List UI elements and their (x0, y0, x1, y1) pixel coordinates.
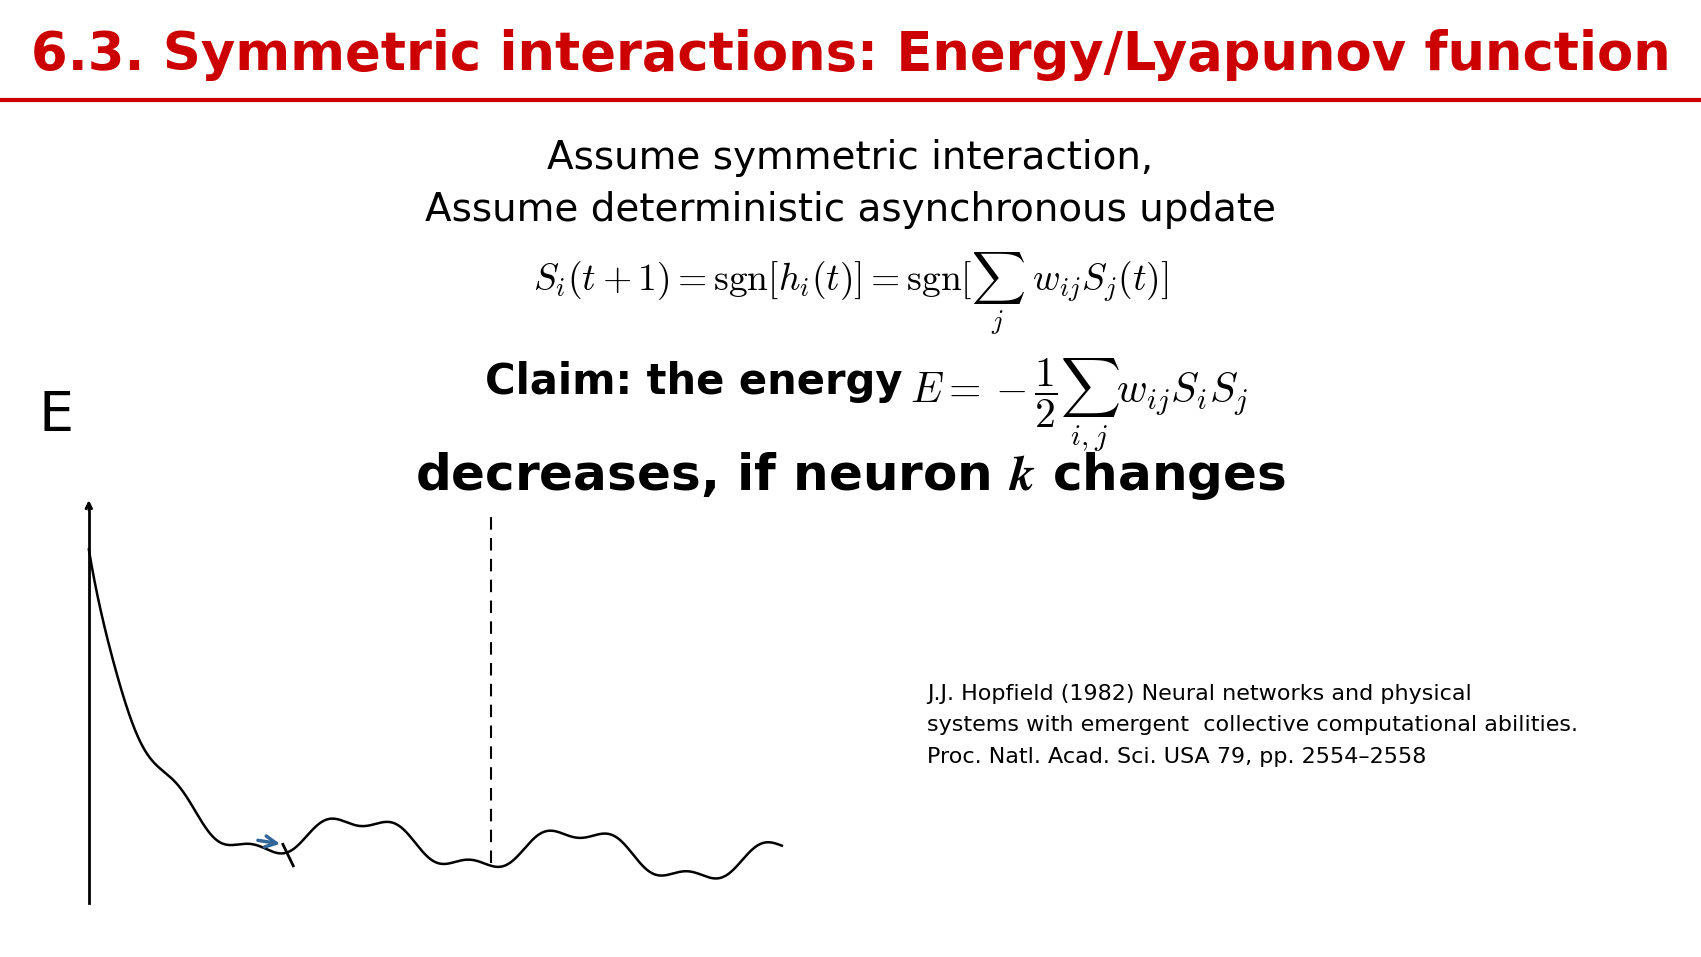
Text: J.J. Hopfield (1982) Neural networks and physical
systems with emergent  collect: J.J. Hopfield (1982) Neural networks and… (927, 684, 1579, 767)
Text: $S_i(t+1) = \mathrm{sgn}[h_i(t)] = \mathrm{sgn}[\sum_j \ w_{ij}S_j(t)]$: $S_i(t+1) = \mathrm{sgn}[h_i(t)] = \math… (532, 251, 1169, 338)
Text: Claim: the energy: Claim: the energy (485, 361, 902, 403)
Text: E: E (39, 389, 73, 443)
Text: $E = -\dfrac{1}{2}\sum_{i,j} w_{ij}S_iS_j$: $E = -\dfrac{1}{2}\sum_{i,j} w_{ij}S_iS_… (910, 356, 1249, 454)
Text: Assume symmetric interaction,: Assume symmetric interaction, (548, 139, 1153, 177)
Text: decreases, if neuron $\boldsymbol{k}$ changes: decreases, if neuron $\boldsymbol{k}$ ch… (415, 450, 1286, 501)
Text: Assume deterministic asynchronous update: Assume deterministic asynchronous update (425, 191, 1276, 230)
Text: 6.3. Symmetric interactions: Energy/Lyapunov function: 6.3. Symmetric interactions: Energy/Lyap… (31, 29, 1670, 80)
